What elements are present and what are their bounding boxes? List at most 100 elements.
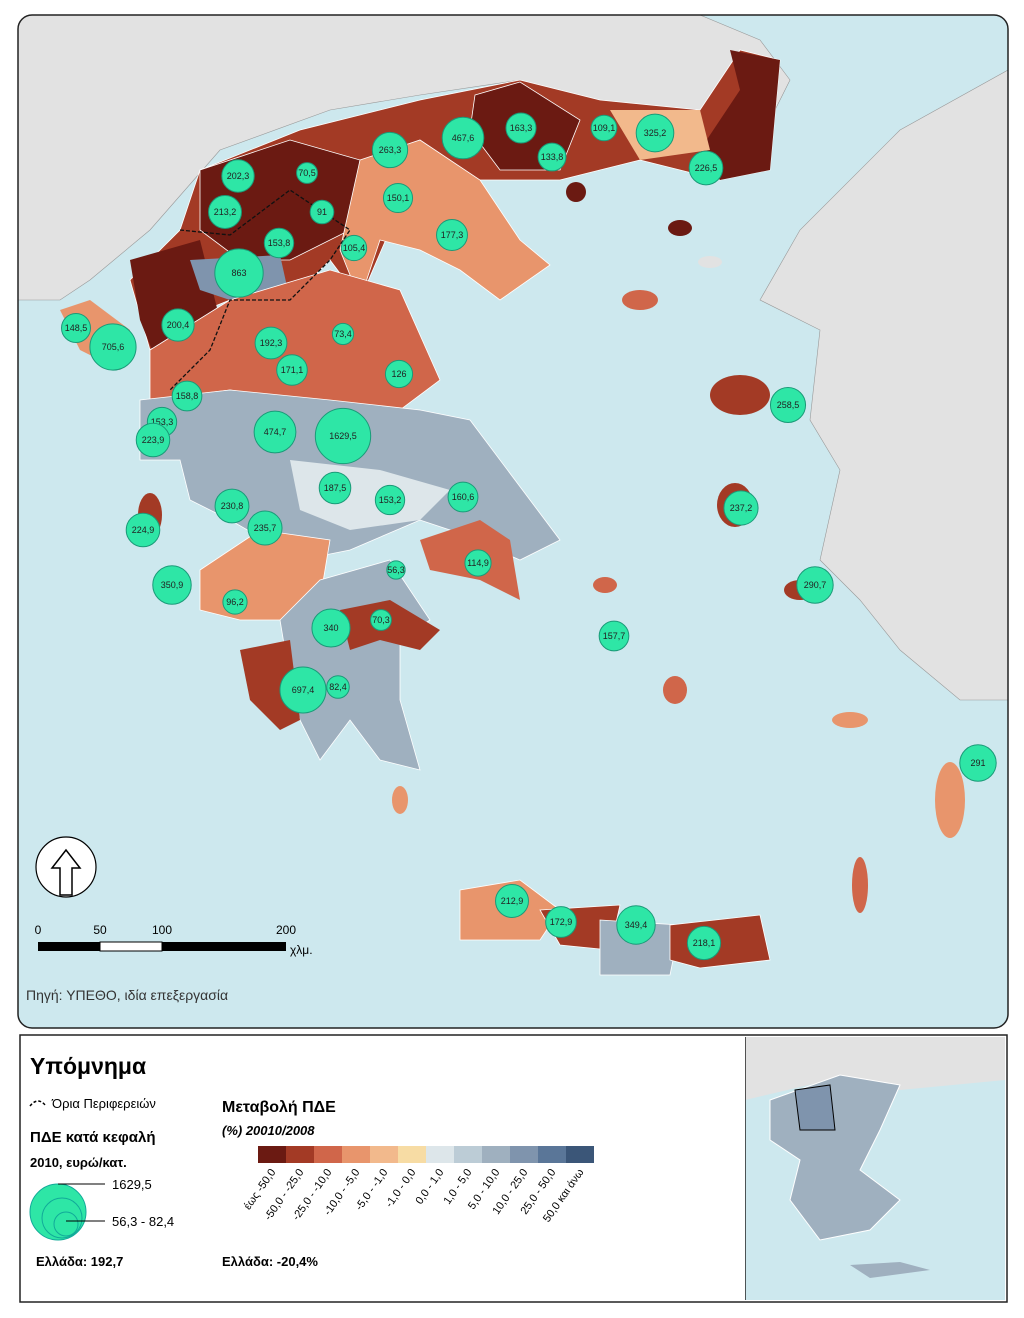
value-label: 212,9 [501, 896, 524, 906]
size-legend-circle [41, 1197, 83, 1239]
value-label: 218,1 [693, 938, 716, 948]
value-label: 325,2 [644, 128, 667, 138]
value-label: 230,8 [221, 501, 244, 511]
value-label: 105,4 [343, 243, 366, 253]
size-min-label: 56,3 - 82,4 [112, 1214, 174, 1229]
value-label: 96,2 [226, 597, 244, 607]
scale-label: 200 [276, 923, 296, 937]
class-swatch [426, 1146, 454, 1163]
value-label: 126 [391, 369, 406, 379]
value-circle [254, 326, 288, 360]
value-label: 224,9 [132, 525, 155, 535]
value-label: 153,2 [379, 495, 402, 505]
class-swatch [370, 1146, 398, 1163]
value-label: 82,4 [329, 682, 347, 692]
value-label: 153,3 [151, 417, 174, 427]
value-label: 150,1 [387, 193, 410, 203]
legend-size-title: ΠΔΕ κατά κεφαλή [30, 1129, 155, 1146]
value-label: 109,1 [593, 123, 616, 133]
change-greece: Ελλάδα: -20,4% [222, 1254, 318, 1269]
legend-size-subtitle: 2010, ευρώ/κατ. [30, 1155, 127, 1170]
value-label: 290,7 [804, 580, 827, 590]
value-circle [89, 323, 137, 371]
class-swatch [482, 1146, 510, 1163]
value-label: 235,7 [254, 523, 277, 533]
value-label: 340 [323, 623, 338, 633]
value-circle [598, 620, 630, 652]
value-circle [686, 925, 722, 961]
map-frame [17, 14, 1009, 1029]
value-label: 202,3 [227, 171, 250, 181]
legend-title: Υπόμνημα [30, 1053, 146, 1079]
value-circle [326, 675, 350, 699]
value-circle [309, 199, 335, 225]
value-label: 133,8 [541, 152, 564, 162]
value-circle [253, 410, 297, 454]
scale-label: 100 [152, 923, 172, 937]
value-circle [436, 219, 468, 251]
value-circle [214, 248, 264, 298]
value-circle [537, 142, 567, 172]
value-circle [161, 308, 195, 342]
class-swatch [258, 1146, 286, 1163]
inset-map [745, 1037, 1005, 1300]
value-label: 70,5 [298, 168, 316, 178]
value-label: 258,5 [777, 400, 800, 410]
value-circle [247, 510, 283, 546]
value-label: 192,3 [260, 338, 283, 348]
scale-unit: χλμ. [290, 943, 313, 957]
value-circle [384, 359, 414, 389]
class-swatch [314, 1146, 342, 1163]
value-label: 148,5 [65, 323, 88, 333]
value-label: 223,9 [142, 435, 165, 445]
circles: 202,3 70,5 213,2 91 153,8 863 105,4 263,3 467,6 1… [60, 112, 997, 961]
value-circle [796, 566, 834, 604]
value-label: 705,6 [102, 342, 125, 352]
value-circle [276, 354, 308, 386]
value-label: 171,1 [281, 365, 304, 375]
value-circle [222, 589, 248, 615]
value-circle [263, 227, 295, 259]
value-circle [635, 113, 675, 153]
value-label: 177,3 [441, 230, 464, 240]
value-circle [311, 608, 351, 648]
size-legend-circle [29, 1183, 87, 1241]
value-circle [135, 422, 171, 458]
value-circle [279, 666, 327, 714]
value-label: 226,5 [695, 163, 718, 173]
size-greece: Ελλάδα: 192,7 [36, 1254, 123, 1269]
value-circle [171, 380, 203, 412]
value-circle [152, 565, 192, 605]
value-circle [505, 112, 537, 144]
class-swatch [342, 1146, 370, 1163]
value-circle [331, 322, 355, 346]
class-swatch [454, 1146, 482, 1163]
source: Πηγή: ΥΠΕΘΟ, ιδία επεξεργασία [26, 987, 228, 1003]
value-circle [125, 512, 161, 548]
class-swatch [510, 1146, 538, 1163]
value-label: 697,4 [292, 685, 315, 695]
value-label: 187,5 [324, 483, 347, 493]
value-label: 91 [317, 207, 327, 217]
value-circle [447, 481, 479, 513]
value-circle [545, 906, 577, 938]
value-circle [441, 116, 485, 160]
value-label: 163,3 [510, 123, 533, 133]
value-label: 172,9 [550, 917, 573, 927]
value-circle [208, 195, 242, 229]
value-label: 56,3 [387, 565, 405, 575]
value-circle [374, 484, 406, 516]
class-swatch [566, 1146, 594, 1163]
class-swatch [538, 1146, 566, 1163]
value-label: 863 [231, 268, 246, 278]
value-label: 350,9 [161, 580, 184, 590]
value-label: 200,4 [167, 320, 190, 330]
value-label: 73,4 [334, 329, 352, 339]
value-label: 467,6 [452, 133, 475, 143]
change-subtitle: (%) 20010/2008 [222, 1123, 315, 1138]
value-label: 114,9 [467, 558, 489, 568]
value-circle [386, 560, 406, 580]
size-max-label: 1629,5 [112, 1177, 152, 1192]
change-title: Μεταβολή ΠΔΕ [222, 1099, 336, 1116]
